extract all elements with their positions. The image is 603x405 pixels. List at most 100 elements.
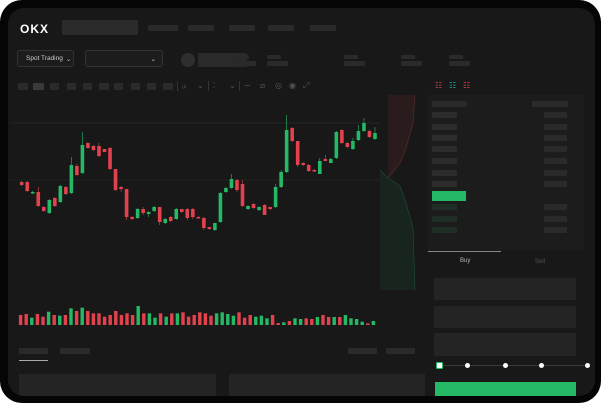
orderbook-price[interactable] <box>432 124 457 130</box>
candle <box>367 131 372 137</box>
slider-stop[interactable] <box>538 363 544 368</box>
orderbook-price[interactable] <box>432 227 457 233</box>
bottom-panel-left <box>19 374 216 396</box>
candle <box>19 182 24 185</box>
interval-button[interactable] <box>114 83 123 90</box>
volume-bar <box>242 317 247 325</box>
nav-item[interactable] <box>229 25 255 31</box>
volume-bar <box>119 315 124 325</box>
orderbook-both-icon[interactable]: ☷ <box>435 81 443 90</box>
filter-button[interactable] <box>386 348 415 354</box>
orderbook-price[interactable] <box>432 158 457 164</box>
candle <box>91 146 96 150</box>
stat-value <box>344 61 365 66</box>
candle <box>75 166 79 175</box>
stat-label <box>401 55 415 59</box>
candle <box>196 217 201 219</box>
market-type-label: Spot Trading <box>26 55 63 62</box>
interval-button[interactable] <box>147 83 156 90</box>
okx-logo[interactable]: OKX <box>20 22 50 36</box>
filter-button[interactable] <box>348 348 377 354</box>
candlestick-chart[interactable] <box>8 8 595 396</box>
fullscreen-icon[interactable]: ⤢ <box>303 81 310 90</box>
depth-asks-line <box>387 94 416 179</box>
volume-bar <box>52 315 56 325</box>
volume-bar <box>338 317 342 325</box>
divider <box>208 81 209 91</box>
price-input[interactable] <box>434 278 576 300</box>
volume-bar <box>310 319 314 325</box>
candle <box>290 128 294 141</box>
line-icon[interactable]: ⵂ <box>213 81 216 90</box>
orderbook-amount <box>544 227 567 233</box>
total-input[interactable] <box>434 333 576 356</box>
chevron-down-icon[interactable]: ⌄ <box>197 81 204 90</box>
orderbook-price[interactable] <box>432 146 457 152</box>
orderbook-price[interactable] <box>432 216 457 222</box>
candle <box>108 148 112 169</box>
draw-icon[interactable]: ∼ <box>244 81 251 90</box>
candle <box>323 159 328 161</box>
candle <box>273 187 278 207</box>
slider-stop[interactable] <box>464 363 470 368</box>
slider-stop[interactable] <box>502 363 508 368</box>
nav-item[interactable] <box>188 25 214 31</box>
sell-tab[interactable]: Sell <box>535 259 546 265</box>
chevron-down-icon: ⌄ <box>65 55 72 63</box>
nav-item[interactable] <box>310 25 336 31</box>
volume-bar <box>86 311 90 325</box>
orderbook-price[interactable] <box>432 135 457 141</box>
indicator-icon[interactable]: ᵤₗ <box>182 81 187 90</box>
interval-button[interactable] <box>131 83 140 90</box>
search-input[interactable] <box>62 20 138 35</box>
slider-stop[interactable] <box>584 363 590 368</box>
candle <box>362 123 366 131</box>
orderbook-bids-icon[interactable]: ☷ <box>449 81 457 90</box>
amount-slider[interactable] <box>438 365 588 366</box>
tab-order-history[interactable] <box>60 348 90 354</box>
nav-item[interactable] <box>268 25 294 31</box>
amount-input[interactable] <box>434 306 576 328</box>
volume-bar <box>18 315 23 325</box>
orderbook-price[interactable] <box>432 204 457 210</box>
divider <box>239 81 240 91</box>
volume-bar <box>192 315 196 325</box>
volume-bar <box>130 315 135 325</box>
interval-button[interactable] <box>83 83 92 90</box>
candle <box>30 192 35 194</box>
camera-icon[interactable]: ◎ <box>275 81 282 90</box>
ruler-icon[interactable]: ⧄ <box>260 81 266 90</box>
settings-icon[interactable]: ◉ <box>289 81 296 90</box>
volume-bar <box>282 322 286 325</box>
volume-bar <box>354 319 359 325</box>
candle <box>53 198 57 206</box>
chevron-down-icon[interactable]: ⌄ <box>229 81 236 90</box>
orderbook-asks-icon[interactable]: ☷ <box>463 81 471 90</box>
volume-bar <box>30 317 34 325</box>
interval-button-active[interactable] <box>33 83 44 90</box>
candle <box>301 163 306 165</box>
interval-button[interactable] <box>18 83 28 90</box>
candle <box>113 169 118 190</box>
interval-button[interactable] <box>50 83 59 90</box>
interval-button[interactable] <box>99 83 109 90</box>
volume-bar <box>214 313 219 325</box>
tab-open-orders[interactable] <box>19 348 48 354</box>
volume-bar <box>287 321 292 325</box>
volume-bar <box>41 316 45 325</box>
nav-item[interactable] <box>148 25 178 31</box>
buy-tab[interactable]: Buy <box>460 258 471 264</box>
interval-button[interactable] <box>67 83 76 90</box>
candle <box>191 209 195 217</box>
orderbook-price[interactable] <box>432 112 457 118</box>
buy-button[interactable] <box>435 382 576 396</box>
market-type-select[interactable]: Spot Trading ⌄ <box>17 50 74 67</box>
orderbook-price[interactable] <box>432 181 457 187</box>
bottom-panel-right <box>229 374 425 396</box>
pair-select[interactable]: ⌄ <box>85 50 163 67</box>
interval-button[interactable] <box>163 83 173 90</box>
orderbook-price[interactable] <box>432 170 457 176</box>
candle <box>146 212 151 214</box>
slider-stop[interactable] <box>435 361 443 369</box>
candle <box>202 218 206 228</box>
